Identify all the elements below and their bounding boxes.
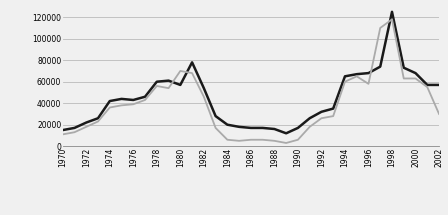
Privados	[248, 138, 254, 141]
Line: Privados: Privados	[63, 19, 439, 143]
Totales	[213, 115, 218, 117]
Privados	[225, 138, 230, 141]
Privados	[119, 104, 124, 107]
Privados	[201, 95, 207, 98]
Privados	[166, 87, 171, 89]
Privados	[237, 140, 242, 142]
Totales	[237, 126, 242, 128]
Privados	[436, 113, 442, 115]
Totales	[260, 127, 265, 129]
Privados	[213, 127, 218, 129]
Privados	[107, 106, 112, 109]
Privados	[425, 86, 430, 88]
Totales	[84, 121, 89, 124]
Totales	[272, 128, 277, 130]
Privados	[130, 103, 136, 106]
Privados	[84, 126, 89, 128]
Totales	[295, 127, 301, 129]
Totales	[201, 87, 207, 89]
Privados	[272, 140, 277, 142]
Privados	[413, 77, 418, 80]
Totales	[319, 111, 324, 113]
Privados	[154, 85, 159, 87]
Totales	[72, 127, 77, 129]
Totales	[225, 123, 230, 126]
Totales	[378, 65, 383, 68]
Totales	[248, 127, 254, 129]
Totales	[60, 129, 65, 131]
Privados	[295, 138, 301, 141]
Totales	[401, 66, 406, 69]
Totales	[142, 95, 148, 98]
Totales	[190, 61, 195, 64]
Totales	[107, 100, 112, 102]
Totales	[177, 84, 183, 86]
Totales	[342, 75, 348, 78]
Privados	[319, 117, 324, 120]
Privados	[60, 133, 65, 136]
Privados	[142, 99, 148, 101]
Privados	[177, 70, 183, 72]
Privados	[331, 115, 336, 117]
Totales	[95, 117, 101, 120]
Totales	[354, 73, 359, 75]
Privados	[190, 72, 195, 74]
Totales	[389, 11, 395, 13]
Privados	[378, 27, 383, 29]
Totales	[154, 80, 159, 83]
Line: Totales: Totales	[63, 12, 439, 133]
Totales	[119, 98, 124, 100]
Privados	[366, 83, 371, 85]
Privados	[307, 126, 312, 128]
Privados	[72, 131, 77, 134]
Privados	[342, 80, 348, 83]
Totales	[307, 117, 312, 120]
Totales	[425, 84, 430, 86]
Privados	[354, 75, 359, 78]
Totales	[413, 72, 418, 74]
Totales	[436, 84, 442, 86]
Privados	[95, 120, 101, 123]
Totales	[331, 107, 336, 110]
Privados	[401, 77, 406, 80]
Privados	[389, 18, 395, 21]
Totales	[284, 132, 289, 135]
Totales	[366, 72, 371, 74]
Totales	[166, 79, 171, 82]
Privados	[260, 138, 265, 141]
Privados	[284, 142, 289, 144]
Totales	[130, 99, 136, 101]
